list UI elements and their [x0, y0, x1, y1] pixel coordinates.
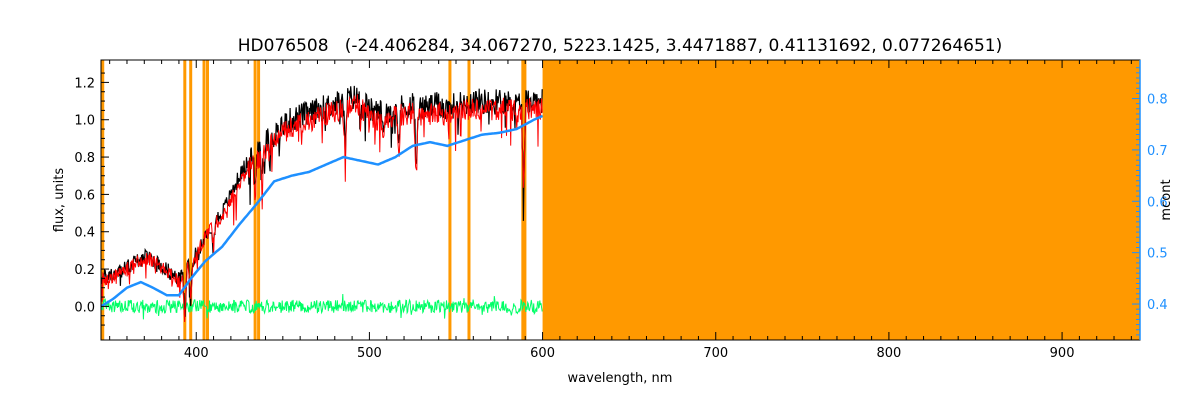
masked-line [189, 60, 193, 340]
x-axis-title: wavelength, nm [568, 371, 673, 386]
y-axis-left: 0.0 0.2 0.4 0.6 0.8 1.0 1.2 [74, 72, 109, 326]
masked-line [183, 60, 187, 340]
chart-title: HD076508 (-24.406284, 34.067270, 5223.14… [238, 36, 1002, 56]
y-tick-label: 1.2 [74, 76, 95, 91]
residual-series [100, 293, 543, 320]
x-tick-label: 900 [1050, 346, 1075, 361]
x-tick-label: 800 [876, 346, 901, 361]
y-tick-label: 0.8 [74, 151, 95, 166]
masked-line [101, 60, 105, 340]
masked-regions [101, 60, 1140, 340]
masked-region [542, 60, 1140, 340]
model-line [100, 94, 543, 323]
y-right-tick-label: 0.5 [1147, 247, 1168, 262]
y-tick-label: 0.2 [74, 263, 95, 278]
x-tick-label: 600 [530, 346, 555, 361]
x-tick-label: 700 [703, 346, 728, 361]
x-axis: 400 500 600 700 800 900 [109, 60, 1132, 361]
masked-line [448, 60, 452, 340]
y-right-tick-label: 0.6 [1147, 195, 1168, 210]
masked-line [202, 60, 206, 340]
y-axis-right-title: mcont [1159, 179, 1174, 220]
y-axis-right: 0.4 0.5 0.6 0.7 0.8 [1132, 60, 1168, 340]
masked-line [467, 60, 471, 340]
continuum-line [100, 114, 544, 308]
x-tick-label: 400 [184, 346, 209, 361]
continuum-series [100, 114, 544, 308]
y-tick-label: 0.4 [74, 226, 95, 241]
y-right-tick-label: 0.8 [1147, 93, 1168, 108]
y-right-tick-label: 0.7 [1147, 144, 1168, 159]
model-series [100, 94, 543, 323]
residual-line [100, 293, 543, 320]
y-tick-label: 1.0 [74, 114, 95, 129]
y-tick-label: 0.0 [74, 300, 95, 315]
masked-line [523, 60, 527, 340]
y-axis-title: flux, units [52, 168, 67, 233]
masked-line [205, 60, 209, 340]
x-tick-label: 500 [357, 346, 382, 361]
y-tick-label: 0.6 [74, 188, 95, 203]
y-right-tick-label: 0.4 [1147, 298, 1168, 313]
